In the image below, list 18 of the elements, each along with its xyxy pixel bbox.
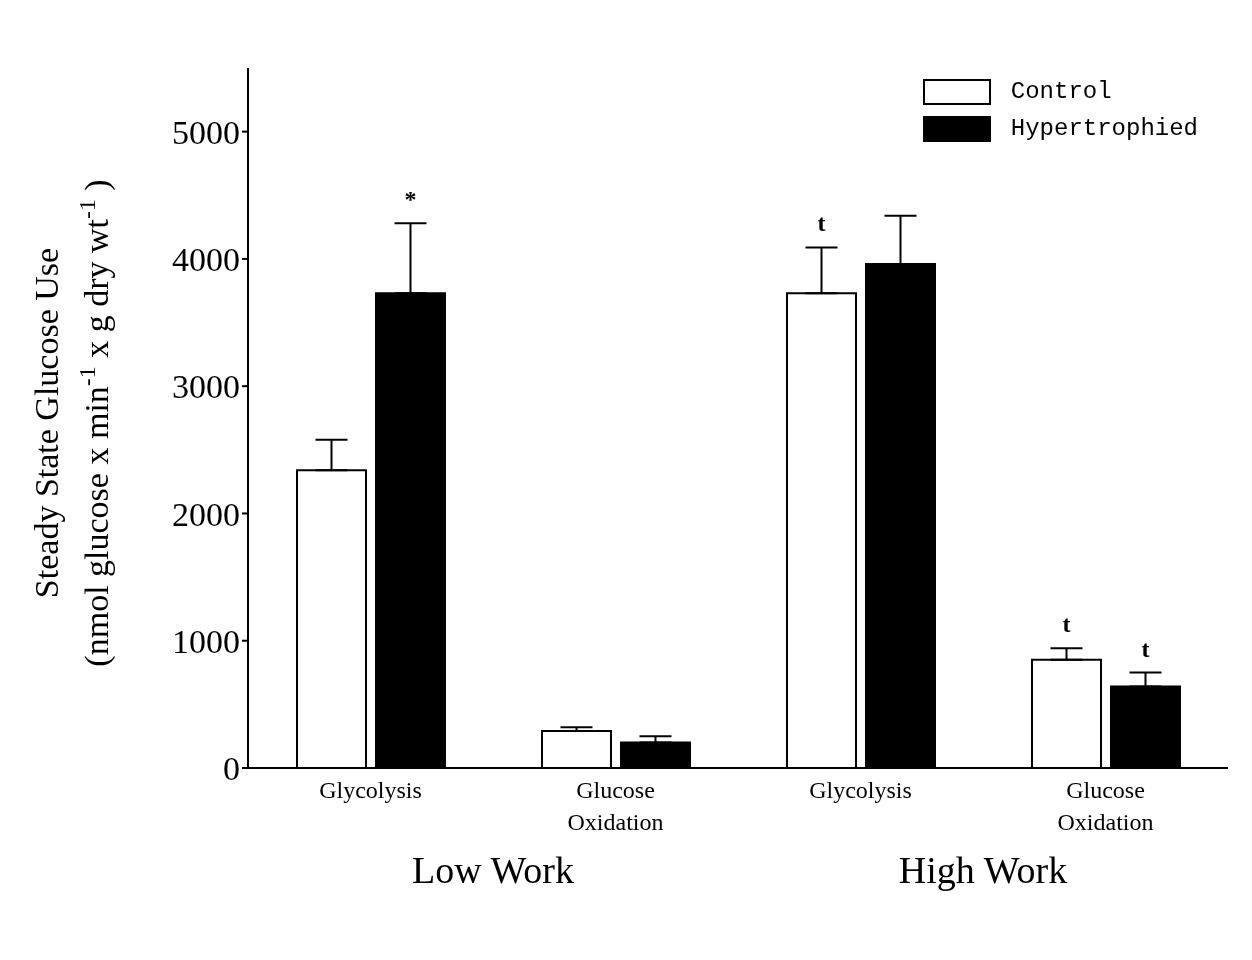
text: Low Work <box>411 848 575 892</box>
text: High Work <box>897 848 1069 892</box>
annotation: t <box>817 210 826 237</box>
annotation: * <box>404 186 417 213</box>
y-tick-label: 5000 <box>172 113 240 151</box>
annotation: t <box>1062 611 1071 638</box>
x-tick-label: Glycolysis <box>319 777 422 803</box>
x-tick-label: Glucose Oxidation <box>1057 777 1154 835</box>
y-tick-label: 4000 <box>172 240 240 278</box>
annotation: t <box>1141 635 1150 662</box>
y-tick-label: 0 <box>223 750 240 788</box>
y-tick-label: 2000 <box>172 495 240 533</box>
x-tick-label: Glycolysis <box>809 777 912 803</box>
legend-label: Hypertrophied <box>1010 115 1198 142</box>
legend-label: Control <box>1010 78 1112 105</box>
y-tick-label: 1000 <box>172 622 240 660</box>
x-tick-label: Glucose Oxidation <box>567 777 664 835</box>
y-tick-label: 3000 <box>172 368 240 406</box>
